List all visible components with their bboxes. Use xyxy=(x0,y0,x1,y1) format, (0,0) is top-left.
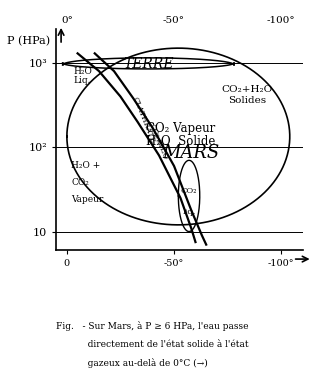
Text: P (HPa): P (HPa) xyxy=(7,36,50,46)
Text: -100°: -100° xyxy=(267,16,295,25)
Text: CO₂: CO₂ xyxy=(181,187,197,195)
Text: Liq.: Liq. xyxy=(73,76,91,85)
Text: Fig.   - Sur Mars, à P ≥ 6 HPa, l'eau passe: Fig. - Sur Mars, à P ≥ 6 HPa, l'eau pass… xyxy=(56,321,249,331)
Text: H₂O  Solide: H₂O Solide xyxy=(146,135,215,148)
Text: MARS: MARS xyxy=(163,144,220,162)
Text: CO₂+H₂O: CO₂+H₂O xyxy=(221,85,273,93)
Text: CO₂·6H₂O: CO₂·6H₂O xyxy=(148,123,170,161)
Text: Vapeur: Vapeur xyxy=(71,195,104,204)
Text: liq.: liq. xyxy=(182,208,196,216)
Text: CO₂ Vapeur: CO₂ Vapeur xyxy=(146,123,215,135)
Text: CO₂: CO₂ xyxy=(71,178,89,187)
Text: TERRE: TERRE xyxy=(123,57,173,71)
Text: H₂O +: H₂O + xyxy=(71,162,100,170)
Text: Solides: Solides xyxy=(228,96,266,105)
Text: 0°: 0° xyxy=(61,16,73,25)
Text: CLATHRATE: CLATHRATE xyxy=(131,96,157,144)
Text: directement de l'état solide à l'état: directement de l'état solide à l'état xyxy=(56,340,249,348)
Text: H₂O: H₂O xyxy=(73,67,92,76)
Text: -50°: -50° xyxy=(163,16,185,25)
Text: gazeux au-delà de 0°C (→): gazeux au-delà de 0°C (→) xyxy=(56,358,208,368)
